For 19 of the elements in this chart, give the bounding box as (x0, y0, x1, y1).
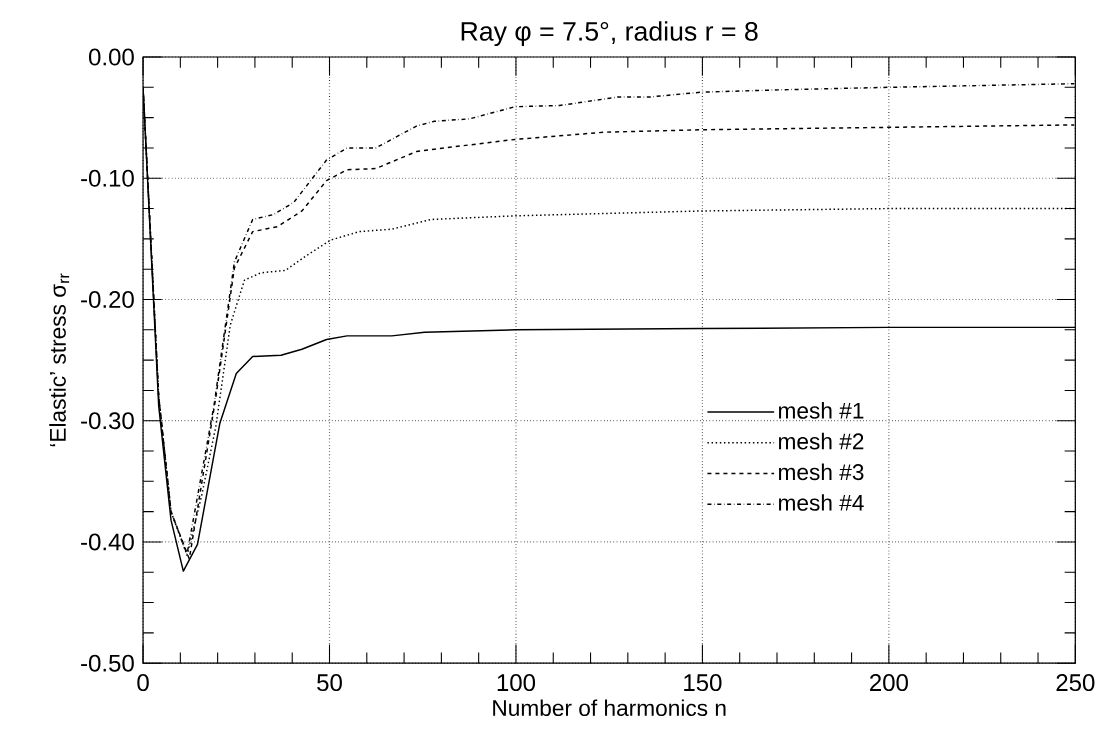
legend-label: mesh #2 (779, 432, 864, 450)
x-tick-label: 250 (1056, 674, 1095, 692)
x-tick-label: 150 (684, 674, 722, 692)
x-tick-label: 200 (870, 674, 908, 692)
y-tick-label: -0.20 (81, 290, 134, 308)
y-tick-label: -0.40 (81, 533, 134, 551)
y-tick-label: -0.30 (81, 412, 134, 430)
x-tick-label: 100 (497, 674, 536, 692)
legend-label: mesh #4 (779, 494, 864, 511)
y-tick-label: -0.10 (81, 169, 134, 187)
x-tick-label: 0 (137, 674, 149, 692)
y-tick-label: 0.00 (89, 48, 134, 66)
y-axis-title: ‘Elastic’ stress σ$_{rr}$ (49, 273, 70, 447)
chart-title: Ray φ = 7.5°, radius r = 8 (461, 21, 758, 46)
legend-label: mesh #3 (779, 463, 864, 481)
legend-label: mesh #1 (779, 401, 864, 419)
x-tick-label: 50 (317, 674, 342, 692)
y-tick-label: -0.50 (81, 654, 134, 672)
x-axis-title: Number of harmonics n (493, 699, 726, 716)
